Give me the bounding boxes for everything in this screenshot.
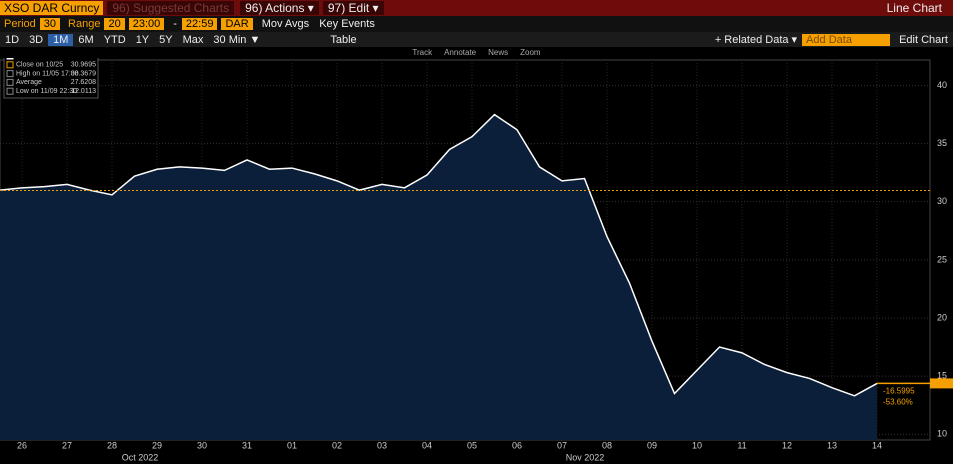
x-group-label: Oct 2022: [122, 452, 159, 462]
key-events[interactable]: Key Events: [319, 18, 375, 30]
end-time[interactable]: 22:59: [181, 18, 218, 30]
tool-group: Track Annotate News Zoom: [412, 48, 540, 57]
range-bar: 1D 3D 1M 6M YTD 1Y 5Y Max 30 Min ▼ Table + Rela…: [0, 32, 953, 47]
y-tick-label: 25: [937, 254, 947, 264]
title-bar: XSO DAR Curncy 96) Suggested Charts 96) …: [0, 0, 953, 16]
dash: -: [173, 18, 177, 30]
frequency[interactable]: YTD: [103, 33, 126, 46]
legend-label: Low on 11/09 22:30: [16, 88, 77, 95]
frequency[interactable]: Max: [182, 33, 204, 46]
legend-swatch: [6, 61, 14, 69]
legend-label: High on 11/05 17:00: [16, 70, 79, 77]
interval[interactable]: 30 Min ▼: [213, 33, 261, 46]
legend-value: 38.3679: [71, 70, 96, 77]
x-tick-label: 11: [737, 440, 746, 450]
range-label: Range: [68, 18, 101, 30]
tool[interactable]: Zoom: [520, 48, 541, 57]
x-tick-label: 31: [242, 440, 252, 450]
x-tick-label: 27: [62, 440, 72, 450]
y-tick-label: 20: [937, 312, 947, 322]
suggested[interactable]: 96) Suggested Charts: [107, 1, 235, 15]
legend-label: Last Price: [16, 58, 47, 60]
last-value-tag: [930, 378, 953, 389]
x-tick-label: 08: [602, 440, 612, 450]
range[interactable]: 20: [104, 18, 125, 30]
security[interactable]: XSO DAR Curncy: [0, 1, 104, 15]
edit[interactable]: 97) Edit ▾: [322, 1, 384, 15]
legend-box: [3, 58, 99, 99]
x-tick-label: 14: [872, 440, 882, 450]
legend-value: 30.9695: [71, 62, 96, 69]
legend-value: 27.6208: [71, 79, 96, 86]
related-data[interactable]: + Related Data ▾: [714, 34, 798, 46]
settings-bar: Period 30 Range 20 23:00 - 22:59 DAR Mov…: [0, 16, 953, 32]
x-tick-label: 10: [692, 440, 702, 450]
edit-chart[interactable]: Edit Chart: [899, 33, 948, 46]
view-name: Line Chart: [886, 1, 942, 15]
frequency[interactable]: 1D: [5, 33, 20, 46]
x-tick-label: 02: [332, 440, 342, 450]
actions[interactable]: 96) Actions ▾: [240, 1, 319, 15]
legend-swatch: [6, 78, 14, 86]
period[interactable]: 30: [39, 18, 61, 30]
area: [0, 114, 877, 440]
y-tick-label: 10: [937, 429, 947, 439]
table[interactable]: Table: [330, 33, 357, 46]
x-tick-label: 01: [287, 440, 297, 450]
x-tick-label: 13: [827, 440, 837, 450]
y-tick-label: 15: [937, 370, 947, 380]
legend-swatch: [6, 58, 14, 60]
x-tick-label: 06: [512, 440, 522, 450]
x-tick-label: 30: [197, 440, 207, 450]
legend-value: 14.3700: [71, 58, 96, 60]
y-tick-label: 40: [937, 80, 947, 90]
y-tick-label: 30: [937, 196, 947, 206]
frequency[interactable]: 5Y: [159, 33, 173, 46]
annotation: -53.60%: [883, 398, 913, 407]
x-group-label: Nov 2022: [566, 452, 605, 462]
x-tick-label: 03: [377, 440, 387, 450]
currency[interactable]: DAR: [221, 18, 253, 30]
tool[interactable]: Annotate: [444, 48, 477, 57]
legend-swatch: [6, 70, 14, 78]
x-tick-label: 29: [152, 440, 162, 450]
period-label: Period: [4, 18, 36, 30]
x-tick-label: 04: [422, 440, 432, 450]
x-tick-label: 28: [107, 440, 117, 450]
tool[interactable]: Track: [412, 48, 433, 57]
frequency-group: 1D 3D 1M 6M YTD 1Y 5Y Max: [0, 33, 208, 46]
add-data[interactable]: Add Data: [802, 33, 891, 46]
legend-label: Average: [16, 79, 42, 86]
frequency[interactable]: 3D: [29, 33, 44, 46]
y-tick-label: 35: [937, 138, 947, 148]
start-time[interactable]: 23:00: [128, 18, 165, 30]
legend: Last Price 14.3700 Close on 10/25 30.9695Hi…: [3, 58, 99, 99]
x-tick-label: 26: [17, 440, 27, 450]
legend-label: Close on 10/25: [16, 62, 63, 69]
tool[interactable]: News: [488, 48, 509, 57]
x-tick-label: 12: [782, 440, 792, 450]
annotation: -16.5995: [883, 387, 915, 396]
frequency[interactable]: 6M: [78, 33, 94, 46]
tool-bar: Track Annotate News Zoom: [0, 47, 953, 58]
line: [0, 113, 878, 397]
mov-avgs[interactable]: Mov Avgs: [261, 18, 310, 30]
chart: 10 15 20 25 30 35 40 26 27 28 29 30 31 01 02 03 04 05 06 07…: [0, 58, 953, 462]
frequency[interactable]: 1Y: [135, 33, 150, 46]
x-tick-label: 05: [467, 440, 477, 450]
x-tick-label: 07: [557, 440, 567, 450]
frequency[interactable]: 1M: [48, 33, 74, 46]
legend-swatch: [6, 87, 14, 95]
x-tick-label: 09: [647, 440, 657, 450]
legend-value: 12.0113: [71, 88, 96, 95]
